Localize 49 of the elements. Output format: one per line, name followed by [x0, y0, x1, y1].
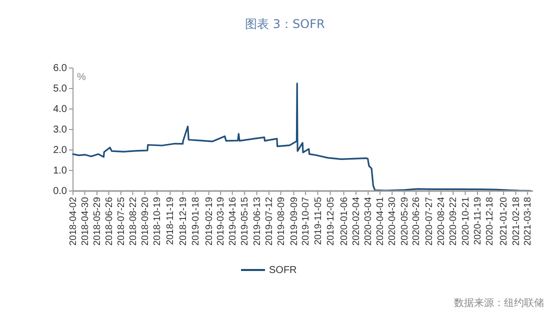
x-tick-label: 2018-09-20 — [140, 197, 151, 246]
x-tick-label: 2019-12-05 — [325, 197, 336, 246]
y-tick-label: 0.0 — [53, 186, 68, 198]
x-tick-label: 2021-03-18 — [522, 197, 534, 246]
x-tick-label: 2018-04-30 — [80, 197, 91, 246]
x-tick-label: 2020-08-24 — [436, 197, 447, 246]
x-tick-label: 2018-05-29 — [92, 197, 104, 246]
x-tick-label: 2018-04-02 — [68, 197, 80, 246]
x-tick-label: 2018-11-19 — [165, 197, 176, 245]
x-tick-label: 2019-07-12 — [264, 197, 275, 246]
x-tick-label: 2020-12-18 — [484, 197, 496, 246]
x-tick-label: 2019-11-05 — [312, 197, 324, 245]
y-axis-title: % — [77, 72, 86, 83]
x-tick-label: 2020-11-19 — [472, 197, 484, 245]
x-tick-label: 2020-09-22 — [448, 197, 460, 246]
x-tick-label: 2020-10-21 — [460, 197, 472, 246]
x-tick-label: 2020-05-29 — [399, 197, 410, 246]
x-tick-label: 2019-02-19 — [204, 197, 215, 246]
x-tick-label: 2018-06-26 — [104, 197, 115, 246]
x-tick-label: 2018-12-19 — [178, 197, 189, 246]
x-tick-label: 2019-03-19 — [216, 197, 227, 246]
x-tick-label: 2018-07-25 — [116, 197, 127, 246]
x-tick-label: 2020-02-04 — [351, 197, 362, 246]
y-tick-label: 1.0 — [53, 166, 68, 177]
y-tick-label: 4.0 — [53, 104, 68, 116]
x-tick-label: 2019-01-18 — [190, 197, 202, 246]
x-tick-label: 2019-08-09 — [276, 197, 287, 246]
x-tick-label: 2020-03-04 — [363, 197, 374, 246]
x-tick-label: 2020-01-06 — [338, 197, 350, 246]
y-tick-label: 3.0 — [53, 124, 68, 136]
x-tick-label: 2021-02-18 — [510, 197, 522, 246]
x-tick-label: 2020-06-26 — [411, 197, 422, 246]
x-tick-label: 2018-08-22 — [128, 197, 139, 246]
x-tick-label: 2020-07-27 — [424, 197, 436, 246]
x-tick-label: 2021-01-20 — [498, 197, 510, 246]
x-tick-label: 2020-04-30 — [387, 197, 398, 246]
y-tick-label: 2.0 — [53, 145, 68, 156]
x-tick-label: 2018-10-19 — [152, 197, 164, 246]
x-tick-label: 2019-09-09 — [288, 197, 300, 246]
chart-title: 图表 3：SOFR — [245, 17, 325, 31]
x-tick-label: 2019-06-13 — [252, 197, 263, 246]
x-tick-label: 2019-04-16 — [227, 197, 238, 246]
source-note: 数据来源：纽约联储 — [454, 297, 544, 309]
y-tick-label: 6.0 — [53, 63, 68, 74]
y-tick-label: 5.0 — [53, 84, 68, 95]
x-tick-label: 2019-05-15 — [240, 197, 251, 246]
legend-label: SOFR — [269, 265, 297, 276]
x-tick-label: 2019-10-07 — [300, 197, 312, 246]
x-tick-label: 2020-04-01 — [374, 197, 386, 246]
